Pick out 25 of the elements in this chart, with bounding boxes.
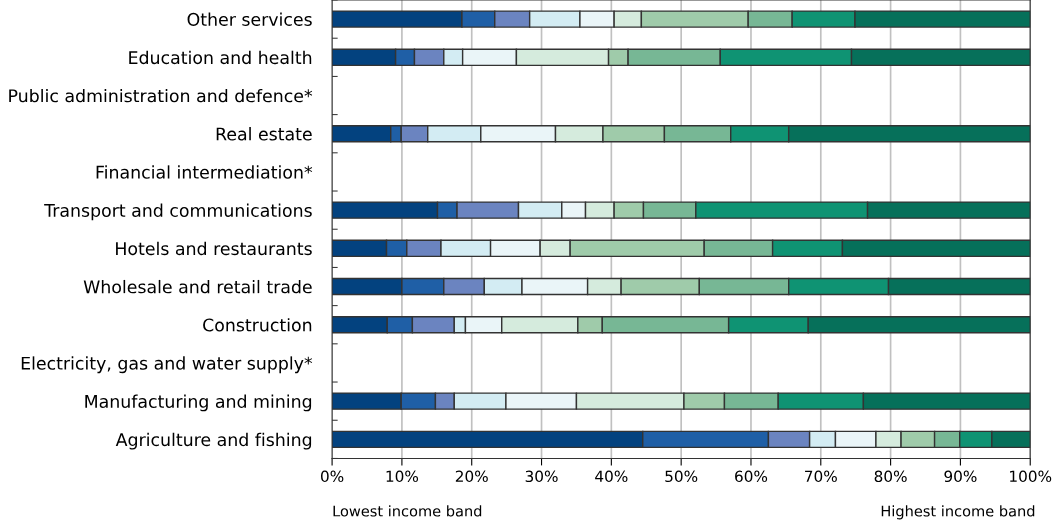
- y-tick-label: Financial intermediation*: [96, 165, 313, 179]
- y-tick-label: Electricity, gas and water supply*: [21, 356, 313, 374]
- x-tick-label: 80%: [874, 470, 907, 483]
- x-tick-label: 70%: [805, 470, 837, 483]
- y-tick-label: Education and health: [129, 50, 312, 65]
- y-tick-label: Real estate: [216, 127, 312, 141]
- x-tick-label: 0%: [320, 470, 344, 483]
- x-tick-label: 30%: [525, 470, 558, 483]
- y-tick-label: Hotels and restaurants: [116, 241, 312, 256]
- y-tick-label: Construction: [203, 318, 312, 332]
- x-tick-label: 50%: [665, 470, 698, 483]
- y-tick-label: Agriculture and fishing: [115, 432, 312, 450]
- y-tick-label: Other services: [187, 12, 312, 26]
- x-tick-label: 60%: [735, 470, 768, 483]
- text: Lowest income band: [333, 505, 482, 517]
- x-tick-label: 20%: [455, 470, 488, 483]
- y-tick-label: Wholesale and retail trade: [83, 279, 312, 294]
- x-tick-label: 90%: [944, 470, 977, 483]
- x-tick-label: 40%: [595, 470, 628, 483]
- x-tick-label: 10%: [386, 470, 419, 483]
- y-tick-label: Manufacturing and mining: [85, 394, 312, 412]
- text: Highest income band: [881, 505, 1035, 520]
- y-tick-label: Transport and communications: [44, 203, 312, 221]
- x-tick-label: 100%: [1010, 470, 1052, 483]
- y-tick-label: Public administration and defence*: [9, 88, 313, 103]
